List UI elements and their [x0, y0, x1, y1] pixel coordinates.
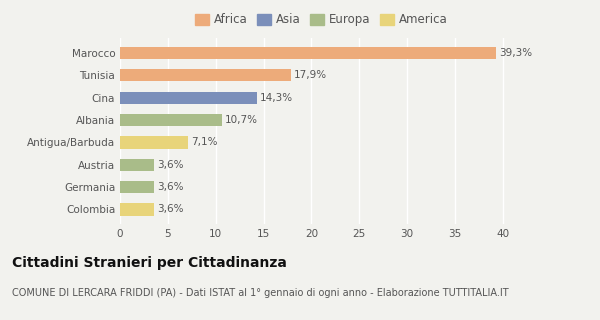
Legend: Africa, Asia, Europa, America: Africa, Asia, Europa, America [193, 11, 449, 29]
Bar [120, 136, 188, 148]
Text: 3,6%: 3,6% [157, 182, 184, 192]
Text: 3,6%: 3,6% [157, 204, 184, 214]
Bar [120, 181, 154, 193]
Bar [120, 159, 154, 171]
Text: 3,6%: 3,6% [157, 160, 184, 170]
Text: Cittadini Stranieri per Cittadinanza: Cittadini Stranieri per Cittadinanza [12, 256, 287, 270]
Bar [120, 114, 223, 126]
Text: 10,7%: 10,7% [225, 115, 258, 125]
Text: COMUNE DI LERCARA FRIDDI (PA) - Dati ISTAT al 1° gennaio di ogni anno - Elaboraz: COMUNE DI LERCARA FRIDDI (PA) - Dati IST… [12, 288, 509, 298]
Bar [120, 47, 496, 59]
Bar [120, 203, 154, 216]
Text: 7,1%: 7,1% [191, 137, 217, 148]
Bar [120, 92, 257, 104]
Text: 14,3%: 14,3% [260, 93, 293, 103]
Text: 39,3%: 39,3% [499, 48, 532, 58]
Text: 17,9%: 17,9% [294, 70, 328, 80]
Bar [120, 69, 292, 82]
